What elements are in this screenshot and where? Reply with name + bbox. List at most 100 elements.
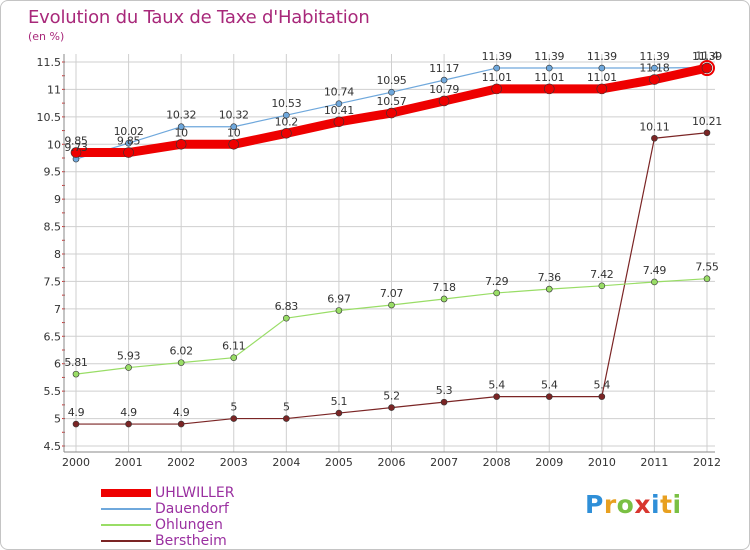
series-layer (70, 60, 715, 428)
logo-letter: t (660, 490, 673, 519)
data-point (438, 95, 450, 107)
data-label: 7.07 (380, 287, 404, 300)
data-point (230, 354, 238, 361)
data-point (703, 275, 711, 282)
data-label: 5.1 (331, 395, 348, 408)
data-point (440, 76, 448, 84)
grid (64, 54, 715, 452)
data-label: 10.53 (271, 97, 301, 110)
data-labels: 9.85 9.85 10 10 10.2 10.41 10.57 10.79 11.01 11.0… (64, 49, 722, 419)
y-tick-label: 7 (54, 303, 61, 316)
data-label: 5.4 (541, 379, 558, 392)
y-tick-label: 8 (54, 248, 61, 261)
data-point (335, 409, 343, 417)
legend-swatch-berstheim (101, 540, 151, 542)
data-label: 10.32 (219, 109, 249, 122)
data-point (228, 138, 240, 150)
data-point (125, 420, 132, 428)
data-point (545, 285, 553, 293)
data-point (440, 295, 448, 303)
legend-label: Dauendorf (155, 501, 229, 517)
data-point (283, 314, 290, 322)
y-tick-label: 9.5 (44, 166, 62, 179)
data-point (545, 64, 553, 72)
data-point (545, 393, 553, 400)
data-point (598, 393, 606, 400)
y-tick-label: 6.5 (44, 330, 62, 343)
data-label: 9.85 (64, 135, 88, 148)
data-label: 4.9 (68, 406, 85, 419)
y-tick-label: 8.5 (44, 221, 62, 234)
data-point (388, 404, 395, 411)
legend-item: Berstheim (101, 533, 234, 549)
data-point (440, 398, 448, 406)
data-point (386, 107, 397, 119)
data-point (651, 134, 658, 142)
data-point (699, 60, 715, 77)
data-label: 5 (283, 401, 290, 414)
legend-label: Berstheim (155, 533, 227, 549)
data-point (598, 64, 606, 72)
data-point (70, 147, 82, 158)
data-label: 11.39 (534, 50, 564, 63)
data-point (177, 359, 185, 366)
data-label: 10.95 (377, 74, 407, 87)
data-point (125, 364, 132, 371)
x-tick-label: 2005 (325, 456, 353, 469)
y-tick-label: 7.5 (44, 275, 62, 288)
data-label: 11.18 (639, 62, 669, 75)
data-point (388, 301, 395, 309)
data-label: 4.9 (173, 406, 190, 419)
proxiti-logo: Proxiti (585, 490, 682, 519)
data-label: 9.85 (117, 135, 141, 148)
data-point (175, 138, 187, 150)
data-label: 6.11 (222, 340, 245, 353)
y-tick-label: 10 (47, 138, 61, 151)
data-point (125, 139, 132, 147)
legend-swatch-ohlungen (101, 524, 151, 526)
logo-letter: r (603, 490, 617, 519)
data-label: 10 (174, 126, 188, 139)
data-label: 10.79 (429, 83, 459, 96)
data-label: 6.97 (327, 293, 351, 306)
x-tick-label: 2010 (588, 456, 616, 469)
x-tick-label: 2004 (272, 456, 300, 469)
logo-letter: i (672, 490, 682, 519)
logo-letter: o (616, 490, 635, 519)
data-label: 11.01 (534, 71, 564, 84)
data-point (230, 415, 238, 422)
logo-letter: P (585, 490, 604, 519)
x-tick-label: 2002 (167, 456, 195, 469)
data-label: 7.36 (538, 271, 562, 284)
data-label: 11.01 (587, 71, 617, 84)
data-point (493, 393, 500, 400)
data-point (493, 64, 500, 72)
data-point (388, 88, 395, 96)
data-point (596, 83, 608, 95)
data-point (283, 111, 290, 119)
x-tick-label: 2008 (483, 456, 511, 469)
data-label: 6.02 (170, 345, 193, 358)
y-tick-label: 4.5 (44, 440, 62, 453)
data-label: 11.39 (692, 50, 722, 63)
data-label: 11.01 (482, 71, 512, 84)
chart-unit: (en %) (28, 30, 65, 43)
x-tick-label: 2009 (535, 456, 563, 469)
data-point (649, 74, 660, 85)
x-tick-label: 2011 (640, 456, 668, 469)
chart-title: Evolution du Taux de Taxe d'Habitation (28, 7, 370, 28)
data-label: 5 (230, 401, 237, 414)
logo-letter: x (634, 490, 651, 519)
data-label: 11.17 (429, 62, 459, 75)
legend-item: UHLWILLER (101, 485, 234, 501)
data-point (491, 83, 502, 95)
data-point (598, 282, 606, 290)
y-tick-label: 5.5 (44, 385, 62, 398)
data-label: 10.74 (324, 86, 354, 99)
legend: UHLWILLER Dauendorf Ohlungen Berstheim (101, 485, 234, 549)
data-label: 10.2 (275, 115, 298, 128)
x-tick-label: 2001 (115, 456, 143, 469)
data-point (651, 278, 658, 286)
